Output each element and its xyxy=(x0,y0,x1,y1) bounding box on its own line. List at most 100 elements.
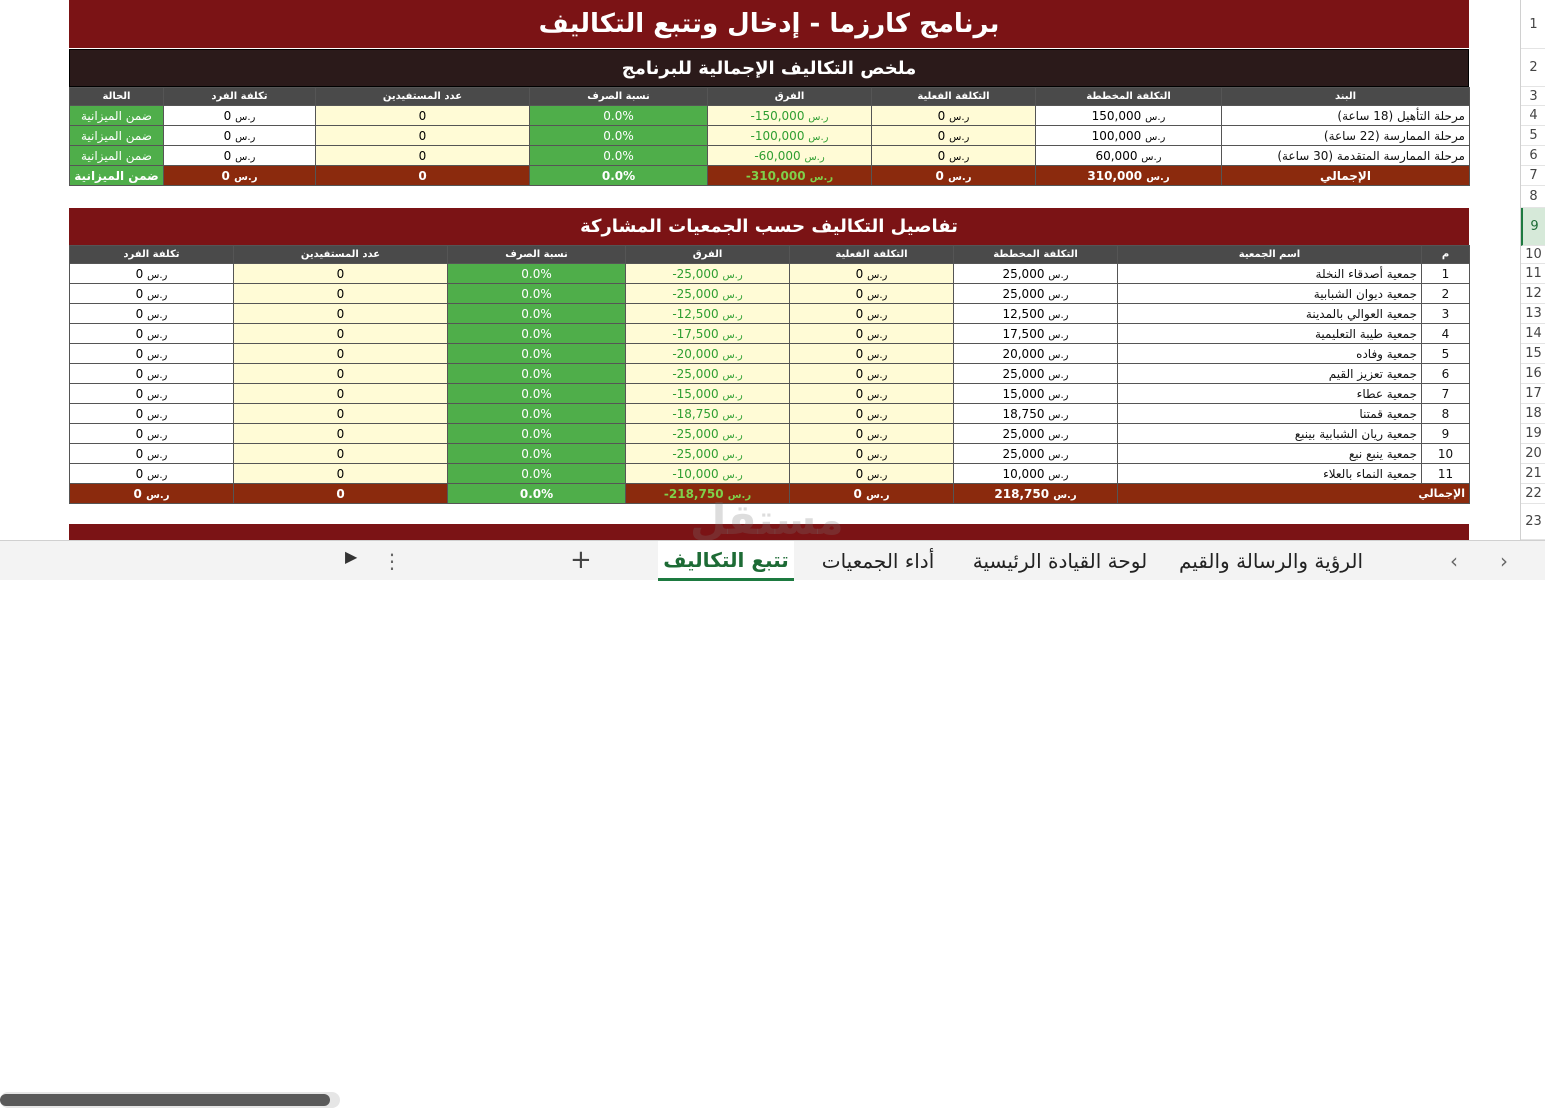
column-header[interactable]: التكلفة الفعلية xyxy=(871,87,1036,106)
spend-rate-cell[interactable]: 0.0% xyxy=(529,145,708,166)
row-header[interactable]: 14 xyxy=(1521,324,1545,344)
total-spend-rate-cell[interactable]: 0.0% xyxy=(447,483,626,504)
planned-cost-cell[interactable]: 18,750 ر.س xyxy=(953,403,1118,424)
beneficiaries-cell[interactable]: 0 xyxy=(315,145,530,166)
item-cell[interactable]: مرحلة الممارسة المتقدمة (30 ساعة) xyxy=(1221,145,1470,166)
total-actual-cell[interactable]: 0 ر.س xyxy=(871,165,1036,186)
beneficiaries-cell[interactable]: 0 xyxy=(233,443,448,464)
row-header[interactable]: 22 xyxy=(1521,484,1545,504)
row-header[interactable]: 19 xyxy=(1521,424,1545,444)
per-person-cost-cell[interactable]: 0 ر.س xyxy=(69,463,234,484)
total-per-person-cell[interactable]: 0 ر.س xyxy=(69,483,234,504)
scrollbar-thumb[interactable] xyxy=(0,1094,330,1106)
row-header[interactable]: 6 xyxy=(1521,146,1545,166)
row-header[interactable]: 12 xyxy=(1521,284,1545,304)
planned-cost-cell[interactable]: 17,500 ر.س xyxy=(953,323,1118,344)
row-header[interactable]: 13 xyxy=(1521,304,1545,324)
row-index-cell[interactable]: 5 xyxy=(1421,343,1470,364)
tab-vision-mission-values[interactable]: الرؤية والرسالة والقيم xyxy=(1178,549,1364,573)
beneficiaries-cell[interactable]: 0 xyxy=(233,403,448,424)
difference-cell[interactable]: -18,750 ر.س xyxy=(625,403,790,424)
column-header[interactable]: م xyxy=(1421,245,1470,264)
association-name-cell[interactable]: جمعية تعزيز القيم xyxy=(1117,363,1422,384)
row-header[interactable]: 10 xyxy=(1521,246,1545,264)
total-difference-cell[interactable]: -218,750 ر.س xyxy=(625,483,790,504)
per-person-cost-cell[interactable]: 0 ر.س xyxy=(163,105,316,126)
difference-cell[interactable]: -25,000 ر.س xyxy=(625,363,790,384)
actual-cost-cell[interactable]: 0 ر.س xyxy=(789,443,954,464)
per-person-cost-cell[interactable]: 0 ر.س xyxy=(69,303,234,324)
status-cell[interactable]: ضمن الميزانية xyxy=(69,125,164,146)
row-header[interactable]: 18 xyxy=(1521,404,1545,424)
column-header[interactable]: التكلفة المخططة xyxy=(953,245,1118,264)
actual-cost-cell[interactable]: 0 ر.س xyxy=(789,303,954,324)
difference-cell[interactable]: -17,500 ر.س xyxy=(625,323,790,344)
planned-cost-cell[interactable]: 10,000 ر.س xyxy=(953,463,1118,484)
spend-rate-cell[interactable]: 0.0% xyxy=(447,443,626,464)
per-person-cost-cell[interactable]: 0 ر.س xyxy=(69,283,234,304)
per-person-cost-cell[interactable]: 0 ر.س xyxy=(163,125,316,146)
actual-cost-cell[interactable]: 0 ر.س xyxy=(789,383,954,404)
row-header[interactable]: 16 xyxy=(1521,364,1545,384)
per-person-cost-cell[interactable]: 0 ر.س xyxy=(163,145,316,166)
planned-cost-cell[interactable]: 25,000 ر.س xyxy=(953,423,1118,444)
spend-rate-cell[interactable]: 0.0% xyxy=(447,403,626,424)
difference-cell[interactable]: -25,000 ر.س xyxy=(625,443,790,464)
difference-cell[interactable]: -25,000 ر.س xyxy=(625,423,790,444)
difference-cell[interactable]: -60,000 ر.س xyxy=(707,145,872,166)
row-header[interactable]: 5 xyxy=(1521,126,1545,146)
tab-main-dashboard[interactable]: لوحة القيادة الرئيسية xyxy=(972,549,1148,573)
row-header[interactable]: 11 xyxy=(1521,264,1545,284)
actual-cost-cell[interactable]: 0 ر.س xyxy=(871,125,1036,146)
association-name-cell[interactable]: جمعية وفاده xyxy=(1117,343,1422,364)
total-planned-cell[interactable]: 310,000 ر.س xyxy=(1035,165,1222,186)
plus-icon[interactable]: + xyxy=(570,545,592,575)
association-name-cell[interactable]: جمعية عطاء xyxy=(1117,383,1422,404)
column-header[interactable]: الفرق xyxy=(625,245,790,264)
spend-rate-cell[interactable]: 0.0% xyxy=(447,383,626,404)
per-person-cost-cell[interactable]: 0 ر.س xyxy=(69,343,234,364)
association-name-cell[interactable]: جمعية أصدقاء النخلة xyxy=(1117,263,1422,284)
spend-rate-cell[interactable]: 0.0% xyxy=(529,125,708,146)
row-header[interactable]: 3 xyxy=(1521,88,1545,106)
tab-associations-performance[interactable]: أداء الجمعيات xyxy=(821,549,935,573)
spend-rate-cell[interactable]: 0.0% xyxy=(529,105,708,126)
per-person-cost-cell[interactable]: 0 ر.س xyxy=(69,383,234,404)
column-header[interactable]: نسبة الصرف xyxy=(529,87,708,106)
total-per-person-cell[interactable]: 0 ر.س xyxy=(163,165,316,186)
row-index-cell[interactable]: 3 xyxy=(1421,303,1470,324)
row-header[interactable]: 20 xyxy=(1521,444,1545,464)
planned-cost-cell[interactable]: 100,000 ر.س xyxy=(1035,125,1222,146)
difference-cell[interactable]: -10,000 ر.س xyxy=(625,463,790,484)
planned-cost-cell[interactable]: 25,000 ر.س xyxy=(953,283,1118,304)
beneficiaries-cell[interactable]: 0 xyxy=(233,263,448,284)
planned-cost-cell[interactable]: 25,000 ر.س xyxy=(953,363,1118,384)
beneficiaries-cell[interactable]: 0 xyxy=(233,303,448,324)
spend-rate-cell[interactable]: 0.0% xyxy=(447,423,626,444)
spend-rate-cell[interactable]: 0.0% xyxy=(447,323,626,344)
total-difference-cell[interactable]: -310,000 ر.س xyxy=(707,165,872,186)
planned-cost-cell[interactable]: 25,000 ر.س xyxy=(953,263,1118,284)
row-header[interactable]: 15 xyxy=(1521,344,1545,364)
column-header[interactable]: تكلفة الفرد xyxy=(163,87,316,106)
association-name-cell[interactable]: جمعية ينبع نبع xyxy=(1117,443,1422,464)
spreadsheet-grid[interactable]: 1 2 3 4 5 6 7 8 9 10 11 12 13 14 15 16 17 18 19 20 21 22 23 بر… xyxy=(0,0,1545,540)
total-label-cell[interactable]: الإجمالي xyxy=(1221,165,1470,186)
actual-cost-cell[interactable]: 0 ر.س xyxy=(789,323,954,344)
row-header[interactable]: 23 xyxy=(1521,504,1545,540)
total-label-cell[interactable]: الإجمالي xyxy=(1117,483,1470,504)
total-planned-cell[interactable]: 218,750 ر.س xyxy=(953,483,1118,504)
actual-cost-cell[interactable]: 0 ر.س xyxy=(871,105,1036,126)
beneficiaries-cell[interactable]: 0 xyxy=(315,105,530,126)
actual-cost-cell[interactable]: 0 ر.س xyxy=(871,145,1036,166)
total-beneficiaries-cell[interactable]: 0 xyxy=(315,165,530,186)
spend-rate-cell[interactable]: 0.0% xyxy=(447,263,626,284)
row-index-cell[interactable]: 9 xyxy=(1421,423,1470,444)
association-name-cell[interactable]: جمعية طيبة التعليمية xyxy=(1117,323,1422,344)
kebab-icon[interactable]: ⋮ xyxy=(382,549,402,573)
per-person-cost-cell[interactable]: 0 ر.س xyxy=(69,263,234,284)
column-header[interactable]: التكلفة المخططة xyxy=(1035,87,1222,106)
planned-cost-cell[interactable]: 15,000 ر.س xyxy=(953,383,1118,404)
column-header[interactable]: التكلفة الفعلية xyxy=(789,245,954,264)
item-cell[interactable]: مرحلة الممارسة (22 ساعة) xyxy=(1221,125,1470,146)
